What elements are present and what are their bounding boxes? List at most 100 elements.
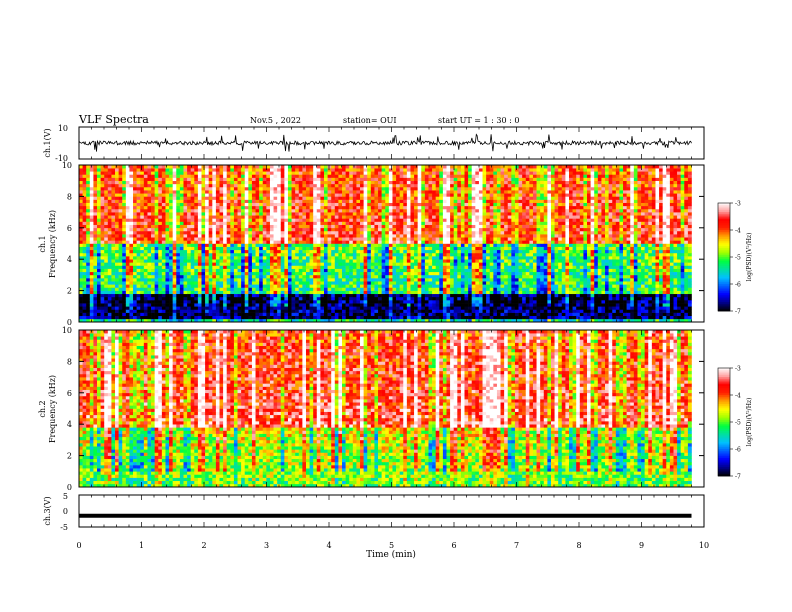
spectrogram-cell <box>310 316 314 319</box>
spectrogram-cell <box>335 309 339 312</box>
spectrogram-cell <box>216 187 220 190</box>
spectrogram-cell <box>97 218 101 221</box>
spectrogram-cell <box>230 281 234 284</box>
spectrogram-cell <box>122 253 126 256</box>
spectrogram-cell <box>400 225 404 228</box>
spectrogram-cell <box>97 284 101 287</box>
spectrogram-cell <box>414 287 418 290</box>
spectrogram-cell <box>342 190 346 193</box>
spectrogram-cell <box>83 303 87 306</box>
spectrogram-cell <box>104 234 108 237</box>
spectrogram-cell <box>162 193 166 196</box>
spectrogram-cell <box>270 234 274 237</box>
spectrogram-cell <box>230 275 234 278</box>
spectrogram-cell <box>353 168 357 171</box>
spectrogram-cell <box>86 190 90 193</box>
spectrogram-cell <box>230 262 234 265</box>
spectrogram-cell <box>317 300 321 303</box>
spectrogram-cell <box>425 181 429 184</box>
spectrogram-cell <box>371 187 375 190</box>
spectrogram-cell <box>104 284 108 287</box>
spectrogram-cell <box>241 215 245 218</box>
spectrogram-cell <box>400 190 404 193</box>
spectrogram-cell <box>277 281 281 284</box>
spectrogram-cell <box>266 265 270 268</box>
spectrogram-cell <box>317 228 321 231</box>
spectrogram-cell <box>205 284 209 287</box>
spectrogram-cell <box>97 181 101 184</box>
spectrogram-cell <box>407 297 411 300</box>
spectrogram-cell <box>349 209 353 212</box>
spectrogram-cell <box>108 287 112 290</box>
spectrogram-cell <box>306 313 310 316</box>
spectrogram-cell <box>371 269 375 272</box>
spectrogram-cell <box>223 212 227 215</box>
spectrogram-cell <box>129 187 133 190</box>
spectrogram-cell <box>374 178 378 181</box>
spectrogram-cell <box>313 231 317 234</box>
spectrogram-cell <box>356 231 360 234</box>
spectrogram-cell <box>378 259 382 262</box>
spectrogram-cell <box>162 178 166 181</box>
spectrogram-cell <box>137 284 141 287</box>
spectrogram-cell <box>274 228 278 231</box>
spectrogram-cell <box>234 300 238 303</box>
spectrogram-cell <box>306 168 310 171</box>
spectrogram-cell <box>277 168 281 171</box>
spectrogram-cell <box>144 187 148 190</box>
spectrogram-cell <box>93 297 97 300</box>
spectrogram-cell <box>133 168 137 171</box>
spectrogram-cell <box>238 228 242 231</box>
spectrogram-cell <box>158 316 162 319</box>
spectrogram-cell <box>324 200 328 203</box>
spectrogram-cell <box>86 168 90 171</box>
spectrogram-cell <box>158 171 162 174</box>
spectrogram-cell <box>349 168 353 171</box>
spectrogram-cell <box>180 306 184 309</box>
spectrogram-cell <box>281 178 285 181</box>
spectrogram-cell <box>364 184 368 187</box>
spectrogram-cell <box>342 193 346 196</box>
spectrogram-cell <box>277 237 281 240</box>
spectrogram-cell <box>238 247 242 250</box>
spectrogram-cell <box>256 244 260 247</box>
spectrogram-cell <box>212 250 216 253</box>
spectrogram-cell <box>385 294 389 297</box>
spectrogram-cell <box>230 278 234 281</box>
spectrogram-cell <box>349 174 353 177</box>
spectrogram-cell <box>155 231 159 234</box>
spectrogram-cell <box>223 313 227 316</box>
spectrogram-cell <box>310 291 314 294</box>
spectrogram-cell <box>403 269 407 272</box>
spectrogram-cell <box>238 171 242 174</box>
spectrogram-cell <box>83 316 87 319</box>
spectrogram-cell <box>122 212 126 215</box>
spectrogram-cell <box>169 272 173 275</box>
spectrogram-cell <box>245 234 249 237</box>
spectrogram-cell <box>374 231 378 234</box>
spectrogram-cell <box>436 291 440 294</box>
spectrogram-cell <box>432 303 436 306</box>
spectrogram-cell <box>403 218 407 221</box>
spectrogram-cell <box>108 269 112 272</box>
spectrogram-cell <box>93 284 97 287</box>
spectrogram-cell <box>140 281 144 284</box>
spectrogram-cell <box>122 184 126 187</box>
spectrogram-cell <box>133 187 137 190</box>
spectrogram-cell <box>331 259 335 262</box>
spectrogram-cell <box>220 190 224 193</box>
spectrogram-cell <box>169 281 173 284</box>
spectrogram-cell <box>155 206 159 209</box>
spectrogram-cell <box>173 228 177 231</box>
spectrogram-cell <box>284 190 288 193</box>
spectrogram-cell <box>97 259 101 262</box>
spectrogram-cell <box>281 225 285 228</box>
spectrogram-cell <box>137 206 141 209</box>
spectrogram-cell <box>162 206 166 209</box>
spectrogram-cell <box>176 209 180 212</box>
spectrogram-cell <box>216 247 220 250</box>
spectrogram-cell <box>183 265 187 268</box>
spectrogram-cell <box>389 306 393 309</box>
spectrogram-cell <box>252 313 256 316</box>
spectrogram-cell <box>270 303 274 306</box>
